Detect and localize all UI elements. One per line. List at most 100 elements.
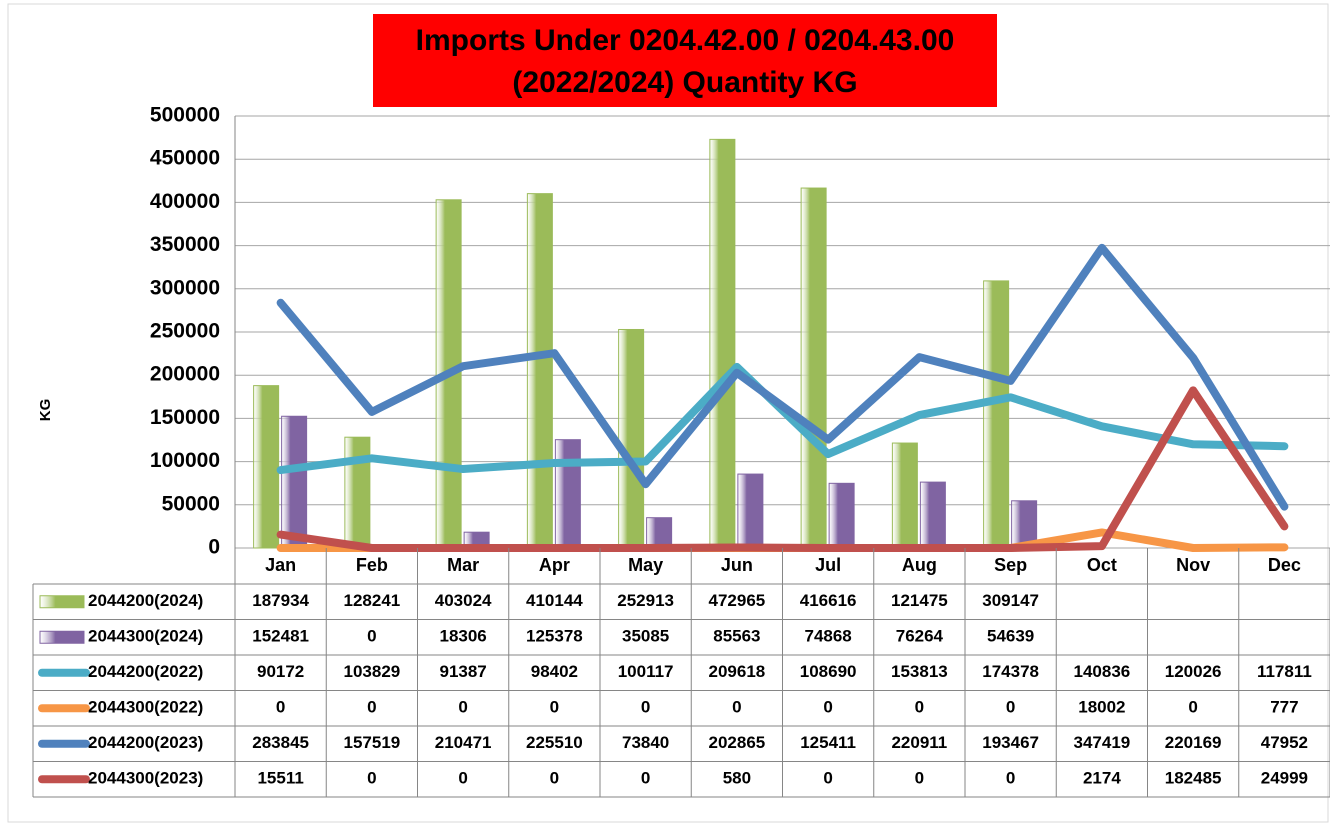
y-tick-label: 0 (208, 536, 220, 559)
y-tick-label: 450000 (150, 147, 220, 170)
table-value: 777 (1270, 698, 1298, 717)
table-value: 283845 (252, 733, 309, 752)
legend-label: 2044200(2024) (88, 591, 203, 610)
x-tick-label: Feb (356, 555, 388, 575)
table-value: 410144 (526, 591, 583, 610)
table-value: 0 (823, 769, 832, 788)
y-tick-label: 400000 (150, 190, 220, 213)
table-value: 121475 (891, 591, 948, 610)
table-value: 0 (915, 769, 924, 788)
bar (618, 328, 645, 549)
table-value: 152481 (252, 627, 309, 646)
table-value: 153813 (891, 662, 948, 681)
bar (1011, 500, 1038, 549)
table-value: 309147 (982, 591, 1039, 610)
table-value: 117811 (1257, 662, 1312, 681)
table-value: 0 (823, 698, 832, 717)
y-tick-label: 200000 (150, 363, 220, 386)
x-tick-label: May (628, 555, 663, 575)
legend-label: 2044200(2023) (88, 733, 203, 752)
table-value: 47952 (1261, 733, 1308, 752)
table-value: 100117 (618, 662, 674, 681)
chart-title: Imports Under 0204.42.00 / 0204.43.00 (416, 24, 955, 57)
table-value: 128241 (344, 591, 401, 610)
table-value: 252913 (617, 591, 674, 610)
table-value: 0 (367, 627, 376, 646)
table-value: 2174 (1083, 769, 1121, 788)
table-value: 15511 (257, 769, 303, 788)
bar (800, 187, 827, 549)
title-box (373, 14, 997, 107)
table-value: 0 (1006, 769, 1015, 788)
table-value: 472965 (709, 591, 766, 610)
table-value: 0 (732, 698, 741, 717)
legend-label: 2044300(2023) (88, 769, 203, 788)
table-value: 220169 (1165, 733, 1222, 752)
table-value: 0 (641, 698, 650, 717)
table-value: 0 (641, 769, 650, 788)
bar (919, 481, 946, 549)
table-value: 90172 (257, 662, 304, 681)
table-value: 0 (1188, 698, 1197, 717)
y-tick-label: 150000 (150, 406, 220, 429)
table-value: 202865 (709, 733, 766, 752)
y-tick-label: 300000 (150, 276, 220, 299)
table-value: 18002 (1078, 698, 1125, 717)
table-value: 187934 (252, 591, 309, 610)
table-value: 210471 (435, 733, 492, 752)
table-value: 220911 (891, 733, 947, 752)
y-tick-label: 250000 (150, 320, 220, 343)
table-value: 91387 (439, 662, 486, 681)
y-tick-label: 500000 (150, 104, 220, 127)
table-value: 193467 (982, 733, 1039, 752)
table-value: 416616 (800, 591, 857, 610)
x-tick-label: Oct (1087, 555, 1117, 575)
x-tick-label: Mar (447, 555, 479, 575)
table-value: 76264 (896, 627, 944, 646)
y-tick-label: 350000 (150, 233, 220, 256)
x-tick-label: Jan (265, 555, 296, 575)
bar (737, 473, 764, 549)
table-value: 182485 (1165, 769, 1222, 788)
x-tick-label: Sep (994, 555, 1027, 575)
chart-border (7, 3, 1329, 823)
bar (554, 439, 581, 549)
legend-label: 2044300(2022) (88, 698, 203, 717)
table-value: 0 (367, 698, 376, 717)
table-value: 0 (1006, 698, 1015, 717)
table-value: 0 (915, 698, 924, 717)
bar (709, 138, 736, 549)
table-value: 125411 (800, 733, 856, 752)
table-value: 98402 (531, 662, 578, 681)
bar (281, 415, 308, 549)
legend-label: 2044300(2024) (88, 627, 203, 646)
bar (253, 385, 280, 549)
legend-key (39, 595, 85, 609)
table-value: 18306 (439, 627, 486, 646)
table-value: 0 (550, 769, 559, 788)
table-value: 0 (458, 698, 467, 717)
table-value: 0 (550, 698, 559, 717)
table-value: 580 (723, 769, 751, 788)
table-value: 0 (458, 769, 467, 788)
line-series (276, 386, 1289, 552)
table-value: 157519 (344, 733, 401, 752)
table-value: 35085 (622, 627, 669, 646)
table-value: 120026 (1165, 662, 1222, 681)
table-value: 73840 (622, 733, 669, 752)
bar (344, 436, 371, 549)
bar (828, 482, 855, 549)
x-tick-label: Jun (721, 555, 753, 575)
x-tick-label: Jul (815, 555, 841, 575)
y-tick-label: 100000 (150, 449, 220, 472)
table-value: 0 (276, 698, 285, 717)
bar (891, 442, 918, 549)
x-tick-label: Nov (1176, 555, 1210, 575)
table-value: 54639 (987, 627, 1034, 646)
line-series (276, 243, 1289, 511)
table-value: 85563 (713, 627, 760, 646)
x-tick-label: Dec (1268, 555, 1301, 575)
table-value: 103829 (344, 662, 401, 681)
table-value: 140836 (1074, 662, 1131, 681)
